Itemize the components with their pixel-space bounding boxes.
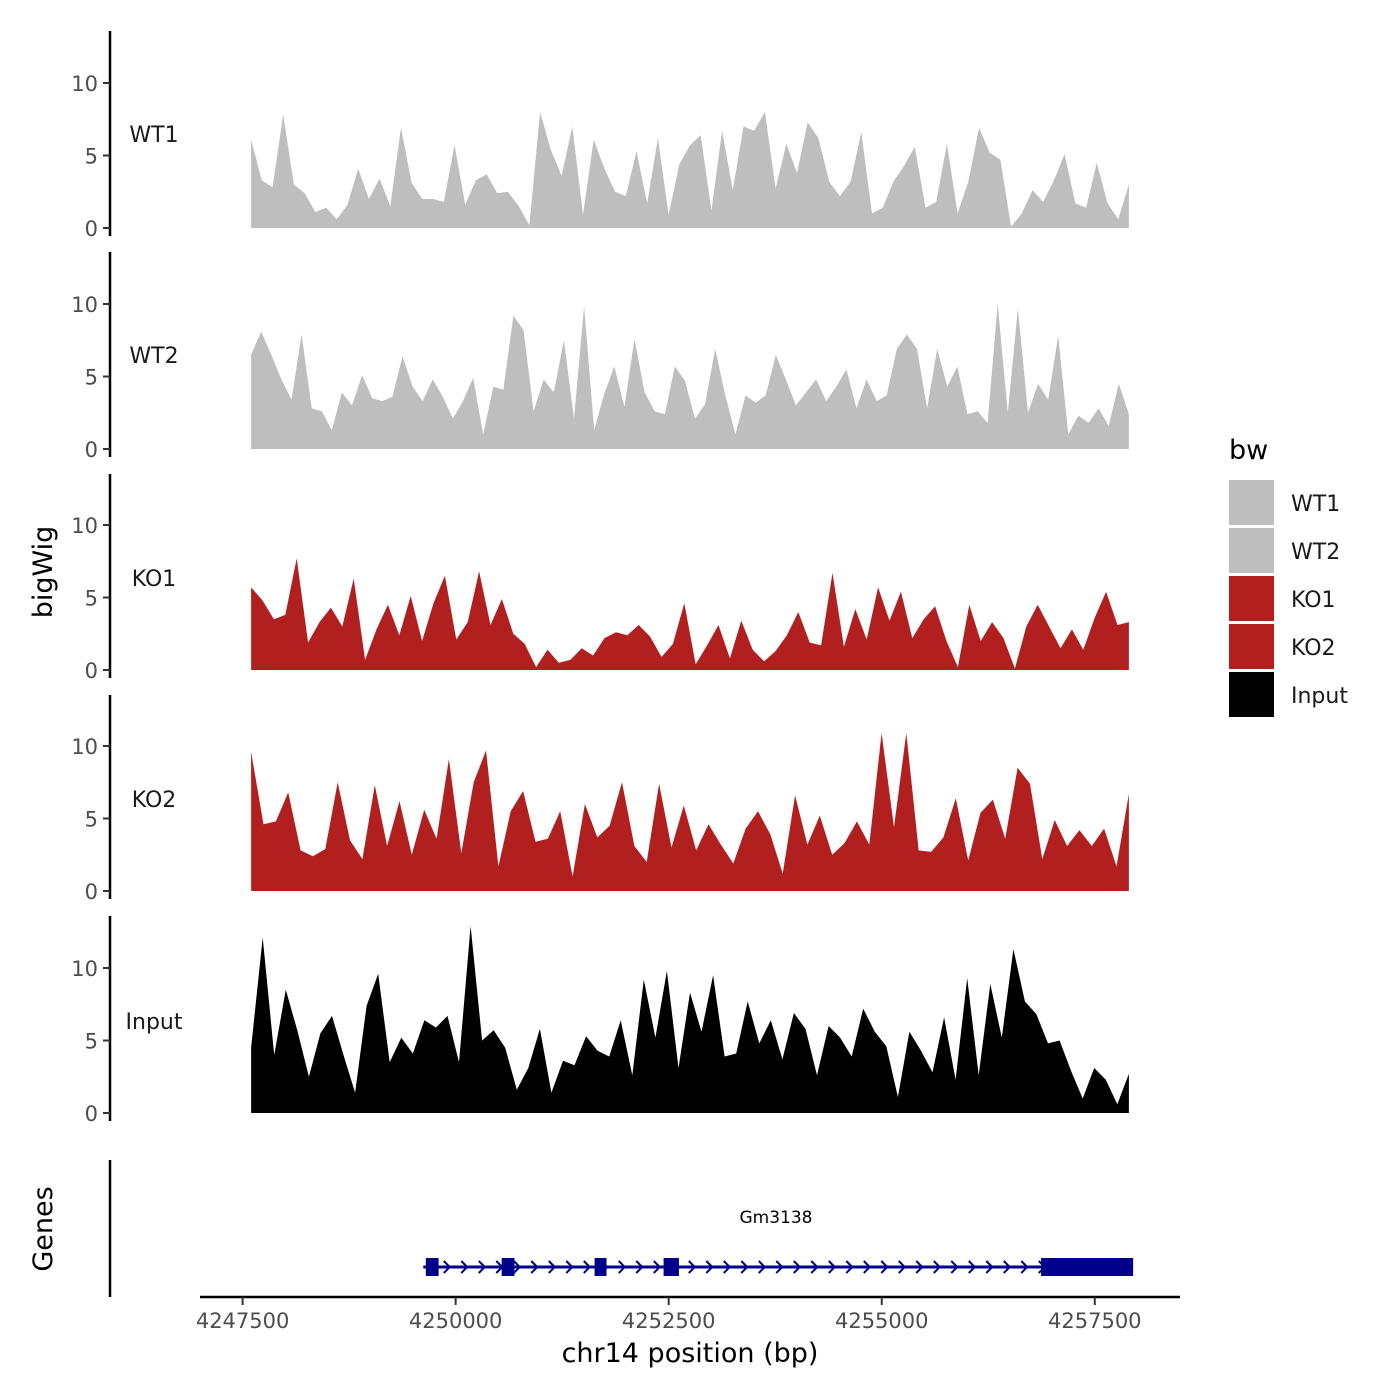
coverage-tracks: 0 5 10 WT1 0 5 10 WT2 0 5 10 KO1 0 5 10 KO2 0 5 10 Input	[71, 31, 1129, 1126]
y-tick-label: 5	[85, 587, 98, 611]
track-label-ko1: KO1	[132, 567, 177, 592]
x-tick-label: 4252500	[622, 1309, 716, 1333]
legend-swatch-ko1	[1229, 576, 1274, 621]
strand-arrow-icon	[548, 1260, 557, 1274]
strand-arrow-icon	[863, 1260, 872, 1274]
y-tick-label: 0	[85, 1102, 98, 1126]
y-tick-label: 5	[85, 145, 98, 169]
strand-arrow-icon	[460, 1260, 469, 1274]
gene-exon	[1041, 1258, 1134, 1276]
strand-arrow-icon	[775, 1260, 784, 1274]
strand-arrow-icon	[583, 1260, 592, 1274]
y-tick-label: 0	[85, 217, 98, 241]
coverage-area-ko2	[251, 733, 1129, 891]
gene-exon	[663, 1258, 679, 1276]
genes-axis-title: Genes	[28, 1186, 59, 1271]
legend-label-ko2: KO2	[1291, 636, 1336, 661]
legend-label-wt1: WT1	[1291, 492, 1340, 517]
x-tick-label: 4255000	[835, 1309, 929, 1333]
x-tick-label: 4250000	[409, 1309, 503, 1333]
track-wt1: 0 5 10 WT1	[71, 31, 1129, 241]
strand-arrow-icon	[530, 1260, 539, 1274]
strand-arrow-icon	[688, 1260, 697, 1274]
strand-arrow-icon	[1020, 1260, 1029, 1274]
strand-arrow-icon	[985, 1260, 994, 1274]
y-tick-label: 0	[85, 438, 98, 462]
y-tick-label: 5	[85, 366, 98, 390]
track-label-wt2: WT2	[129, 344, 178, 369]
strand-arrow-icon	[635, 1260, 644, 1274]
strand-arrow-icon	[880, 1260, 889, 1274]
legend-label-ko1: KO1	[1291, 588, 1336, 613]
strand-arrow-icon	[828, 1260, 837, 1274]
strand-arrow-icon	[443, 1260, 452, 1274]
strand-arrow-icon	[950, 1260, 959, 1274]
x-axis-title: chr14 position (bp)	[562, 1338, 819, 1369]
x-tick-label: 4247500	[196, 1309, 290, 1333]
strand-arrow-icon	[705, 1260, 714, 1274]
track-label-ko2: KO2	[132, 788, 177, 813]
gene-track: Gm3138	[108, 1160, 1134, 1297]
strand-arrow-icon	[933, 1260, 942, 1274]
strand-arrow-icon	[810, 1260, 819, 1274]
track-input: 0 5 10 Input	[71, 916, 1129, 1126]
strand-arrow-icon	[723, 1260, 732, 1274]
strand-arrow-icon	[758, 1260, 767, 1274]
strand-arrow-icon	[898, 1260, 907, 1274]
gene-exon	[594, 1258, 607, 1276]
x-tick-label: 4257500	[1048, 1309, 1142, 1333]
y-axis-title: bigWig	[28, 526, 59, 619]
legend-swatch-ko2	[1229, 624, 1274, 669]
legend-title: bw	[1229, 435, 1268, 466]
coverage-area-ko1	[251, 558, 1129, 670]
strand-arrow-icon	[513, 1260, 522, 1274]
legend: bw WT1 WT2 KO1 KO2 Input	[1229, 435, 1348, 717]
strand-arrow-icon	[845, 1260, 854, 1274]
strand-arrow-icon	[915, 1260, 924, 1274]
y-tick-label: 5	[85, 808, 98, 832]
coverage-area-input	[251, 926, 1129, 1113]
gene-name-label: Gm3138	[740, 1208, 813, 1228]
coverage-area-wt1	[251, 112, 1129, 228]
y-tick-label: 10	[71, 735, 98, 759]
y-tick-label: 0	[85, 880, 98, 904]
legend-swatch-wt2	[1229, 528, 1274, 573]
track-ko1: 0 5 10 KO1	[71, 474, 1129, 683]
strand-arrow-icon	[653, 1260, 662, 1274]
y-tick-label: 10	[71, 514, 98, 538]
x-axis: 4247500 4250000 4252500 4255000 4257500	[196, 1295, 1180, 1333]
strand-arrow-icon	[618, 1260, 627, 1274]
legend-swatch-input	[1229, 672, 1274, 717]
legend-label-wt2: WT2	[1291, 540, 1340, 565]
legend-swatch-wt1	[1229, 480, 1274, 525]
strand-arrow-icon	[565, 1260, 574, 1274]
track-wt2: 0 5 10 WT2	[71, 252, 1129, 462]
strand-arrow-icon	[793, 1260, 802, 1274]
strand-arrow-icon	[968, 1260, 977, 1274]
coverage-area-wt2	[251, 304, 1129, 449]
y-tick-label: 10	[71, 957, 98, 981]
strand-arrow-icon	[1003, 1260, 1012, 1274]
gene-exon	[501, 1258, 515, 1276]
track-label-wt1: WT1	[129, 123, 178, 148]
track-ko2: 0 5 10 KO2	[71, 695, 1129, 904]
strand-arrow-icon	[740, 1260, 749, 1274]
y-tick-label: 0	[85, 659, 98, 683]
track-label-input: Input	[126, 1010, 183, 1035]
y-tick-label: 10	[71, 72, 98, 96]
y-tick-label: 10	[71, 293, 98, 317]
strand-arrow-icon	[478, 1260, 487, 1274]
y-tick-label: 5	[85, 1030, 98, 1054]
gene-exon	[425, 1258, 439, 1276]
legend-label-input: Input	[1291, 684, 1348, 709]
